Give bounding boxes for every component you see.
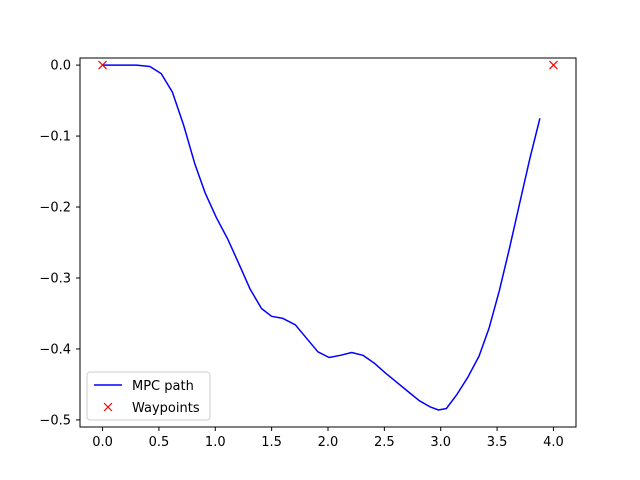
x-tick-label: 4.0 bbox=[543, 435, 564, 450]
x-axis-ticks: 0.0 0.5 1.0 1.5 2.0 2.5 3.0 3.5 4.0 bbox=[92, 427, 564, 450]
legend-waypoints-marker bbox=[103, 402, 113, 412]
y-tick-label: −0.2 bbox=[39, 201, 71, 216]
legend: MPC path Waypoints bbox=[86, 371, 211, 421]
legend-box bbox=[86, 371, 211, 421]
x-tick-label: 0.0 bbox=[92, 435, 113, 450]
waypoint-marker bbox=[98, 60, 107, 70]
x-tick-label: 2.0 bbox=[318, 435, 339, 450]
x-tick-label: 2.5 bbox=[374, 435, 395, 450]
series-layer bbox=[98, 60, 558, 411]
y-tick-label: 0.0 bbox=[50, 59, 71, 74]
x-tick-label: 3.5 bbox=[487, 435, 508, 450]
waypoint-marker bbox=[549, 60, 558, 70]
x-tick-label: 3.0 bbox=[430, 435, 451, 450]
x-tick-label: 1.5 bbox=[261, 435, 282, 450]
y-tick-label: −0.3 bbox=[39, 271, 71, 286]
y-tick-label: −0.5 bbox=[39, 413, 71, 428]
x-tick-label: 0.5 bbox=[149, 435, 170, 450]
plot-area-frame bbox=[79, 57, 577, 428]
legend-waypoints-label: Waypoints bbox=[132, 401, 200, 416]
legend-mpc-path-label: MPC path bbox=[132, 379, 194, 394]
y-axis-ticks: 0.0 −0.1 −0.2 −0.3 −0.4 −0.5 bbox=[39, 59, 80, 428]
x-tick-label: 1.0 bbox=[205, 435, 226, 450]
y-tick-label: −0.1 bbox=[39, 130, 71, 145]
y-tick-label: −0.4 bbox=[39, 342, 71, 357]
mpc-path-line bbox=[102, 64, 541, 411]
